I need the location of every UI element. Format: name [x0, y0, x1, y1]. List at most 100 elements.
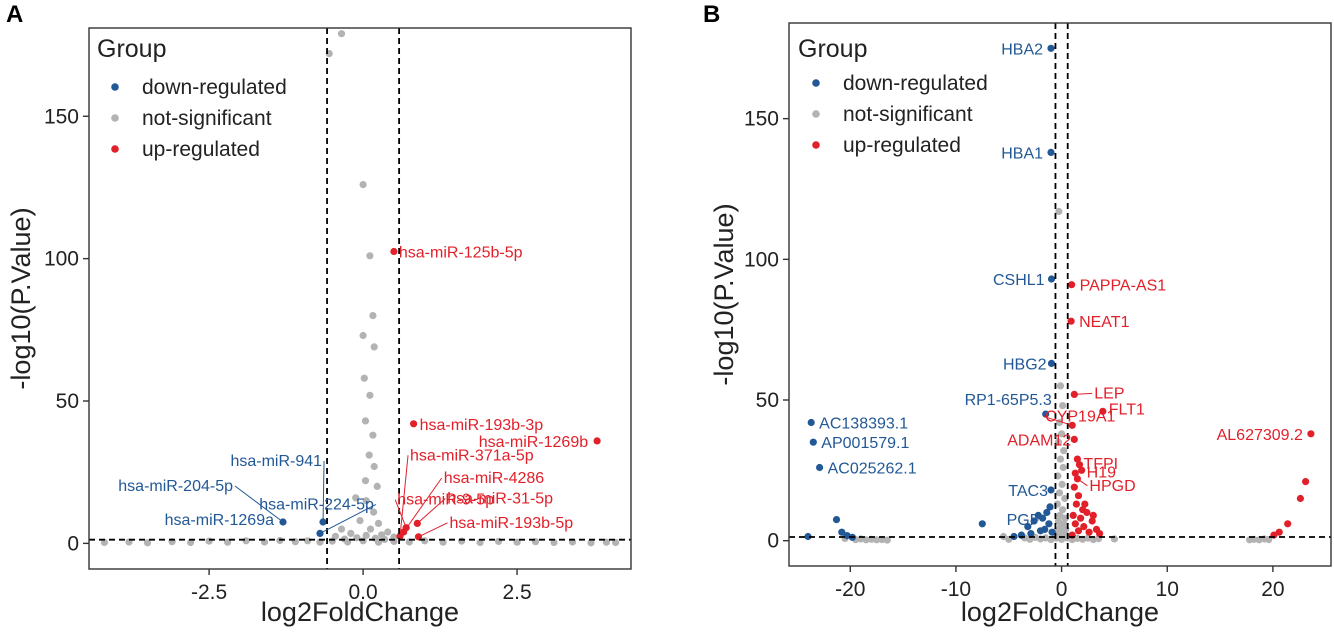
data-point-ns: [1054, 438, 1062, 446]
gene-label: HBA1: [1001, 145, 1043, 162]
data-point-ns: [366, 525, 375, 533]
x-axis-title: log2FoldChange: [961, 597, 1159, 627]
data-point-ns: [1056, 511, 1064, 519]
data-point-ns: [374, 519, 383, 528]
data-point-down: [1034, 511, 1042, 519]
data-point-down: [1047, 359, 1056, 367]
data-point-ns: [873, 536, 881, 544]
plot-frame: [88, 27, 632, 570]
data-point-ns: [347, 529, 355, 538]
data-point-ns: [187, 538, 195, 547]
gene-label: H19: [1087, 464, 1116, 481]
data-point-ns: [1059, 506, 1067, 514]
x-tick-label: -10: [941, 578, 971, 601]
legend-marker-down: [111, 83, 119, 91]
label-leader-line: [403, 477, 443, 533]
data-point-ns: [1055, 489, 1064, 497]
data-point-up: [1302, 478, 1310, 486]
data-point-up: [1077, 514, 1085, 522]
label-leader-line: [319, 503, 377, 534]
data-point-up: [1074, 527, 1083, 535]
legend-label-up: up-regulated: [142, 138, 260, 161]
data-point-ns: [242, 537, 250, 545]
y-axis-title: -log10(P.Value): [6, 207, 36, 389]
data-point-ns: [370, 508, 378, 516]
data-point-up: [1074, 492, 1083, 500]
data-point-up: [1071, 520, 1079, 528]
data-point-up: [1307, 430, 1315, 438]
gene-label: NEAT1: [1079, 314, 1129, 331]
gene-label: hsa-miR-31-5p: [447, 490, 553, 507]
data-point-ns: [359, 331, 367, 340]
gene-label: HBG2: [1003, 356, 1047, 373]
data-point-up: [1080, 523, 1088, 531]
data-point-down: [1047, 486, 1055, 494]
plot-frame: [788, 22, 1332, 567]
gene-label: CYP19A1: [1045, 408, 1115, 425]
data-point-ns: [361, 477, 370, 485]
label-leader-line: [322, 461, 325, 523]
data-point-up: [1275, 528, 1283, 536]
label-leader-line: [1077, 478, 1088, 487]
data-point-ns: [366, 391, 374, 399]
panel-b: B HBA2 HBA1 CSHL1 HBG2 RP1-65P5.3 AC138393.1 AP…: [703, 1, 1332, 627]
data-point-ns: [362, 531, 370, 540]
x-tick-label: 0: [1056, 578, 1068, 601]
data-point-ns: [352, 494, 360, 502]
gene-label: hsa-miR-193b-3p: [420, 417, 544, 434]
data-point-up: [1072, 500, 1080, 508]
gene-label: hsa-miR-224-5p: [259, 496, 374, 513]
label-leader-line: [1043, 415, 1073, 426]
data-point-down: [1043, 508, 1051, 517]
y-axis-title: -log10(P.Value): [709, 203, 739, 385]
y-tick-label: 50: [56, 390, 79, 413]
label-leader-line: [399, 455, 409, 537]
data-point-up: [1085, 528, 1093, 536]
data-point-down: [1041, 525, 1049, 534]
gene-label: HBA2: [1001, 41, 1043, 58]
label-leader-line: [394, 499, 407, 528]
data-point-ns: [359, 181, 367, 189]
data-point-up: [1073, 455, 1081, 463]
x-tick-label: 2.5: [502, 581, 531, 604]
data-point-ns: [370, 343, 378, 351]
data-point-up: [1071, 469, 1079, 477]
data-point-up: [1068, 421, 1076, 429]
y-tick-label: 150: [744, 108, 779, 131]
gene-label: FLT1: [1109, 401, 1145, 418]
data-point-ns: [337, 30, 346, 38]
gene-label: TFPI: [1083, 456, 1118, 473]
gene-label: hsa-miR-204-5p: [118, 478, 233, 495]
gene-label: HPGD: [1089, 478, 1135, 495]
data-point-up: [1067, 317, 1075, 325]
data-point-down: [832, 516, 841, 524]
gene-label: AC138393.1: [819, 416, 908, 433]
data-point-down: [1042, 410, 1050, 418]
data-point-up: [410, 420, 418, 428]
data-point-down: [804, 532, 812, 541]
data-point-ns: [587, 539, 595, 547]
data-point-up: [1069, 511, 1077, 519]
data-point-ns: [337, 525, 346, 533]
label-leader-line: [234, 485, 284, 523]
gene-label: hsa-miR-1269a: [165, 512, 274, 529]
legend-label-up: up-regulated: [843, 134, 961, 157]
data-point-down: [1047, 44, 1055, 52]
gene-label: hsa-miR-1269b: [479, 434, 588, 451]
legend-marker-ns: [111, 114, 119, 122]
legend-title: Group: [97, 35, 166, 63]
legend-label-down: down-regulated: [843, 72, 988, 95]
data-point-ns: [1060, 447, 1068, 455]
data-point-ns: [369, 431, 377, 439]
gene-label: hsa-miR-4286: [444, 470, 545, 487]
data-point-up: [1075, 461, 1084, 469]
data-point-down: [1045, 520, 1053, 528]
x-tick-label: -20: [835, 578, 865, 601]
data-point-down: [1047, 148, 1055, 156]
gene-label: hsa-miR-9-5p: [397, 492, 494, 509]
data-point-up: [1096, 530, 1104, 538]
x-tick-label: 10: [1156, 578, 1179, 601]
gene-label: ADAM12: [1007, 432, 1071, 449]
y-tick-label: 100: [744, 248, 779, 271]
x-axis-title: log2FoldChange: [261, 597, 459, 627]
